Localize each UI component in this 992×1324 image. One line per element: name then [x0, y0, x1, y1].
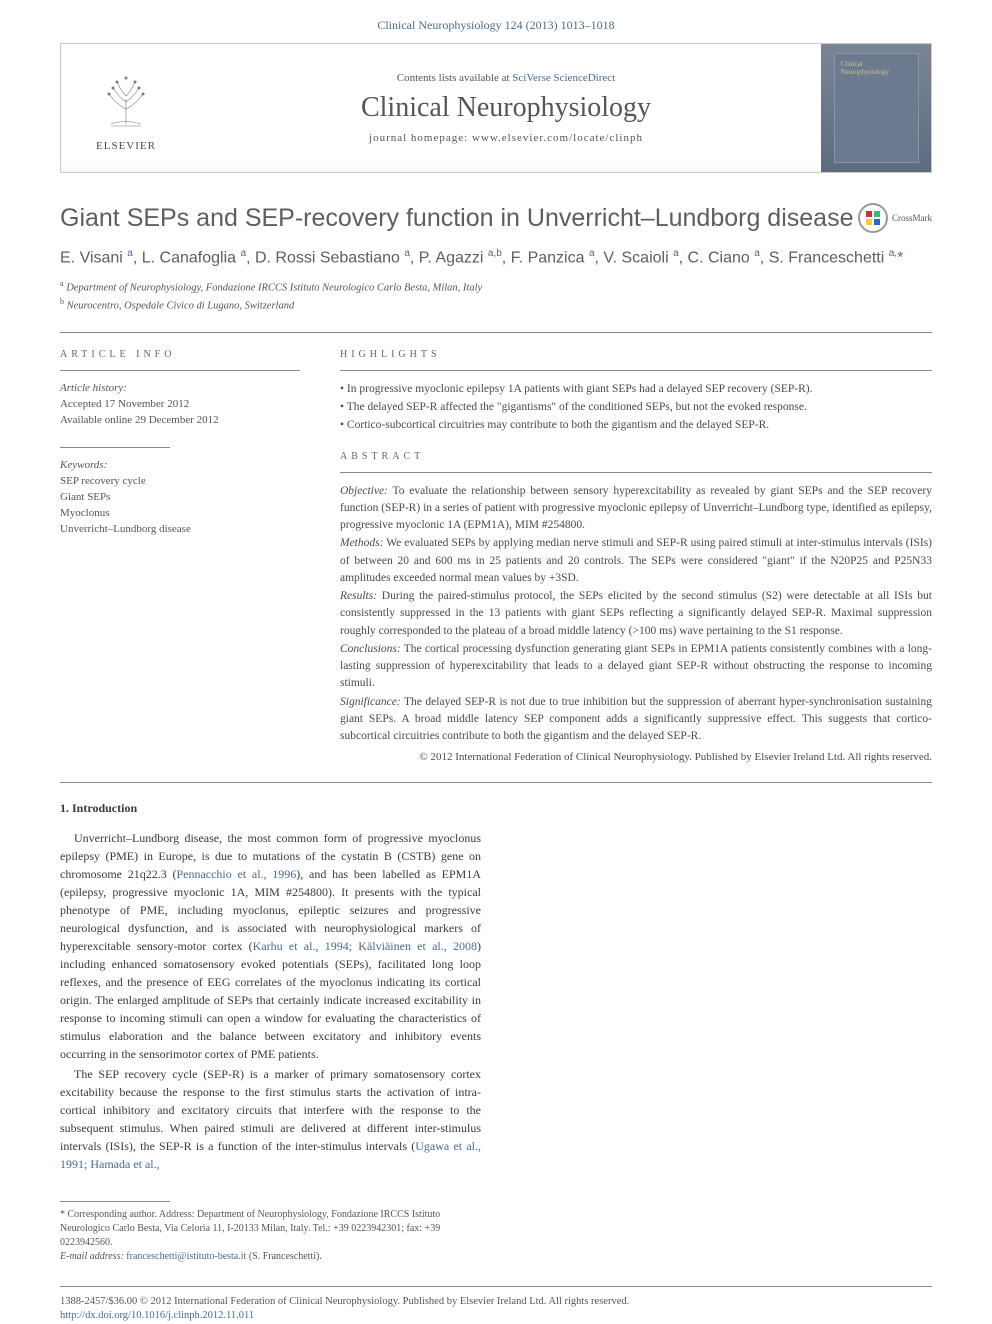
highlights-label: HIGHLIGHTS	[340, 349, 932, 360]
section-divider	[60, 782, 932, 783]
citation-text[interactable]: Clinical Neurophysiology 124 (2013) 1013…	[377, 18, 614, 32]
keyword-item: Giant SEPs	[60, 490, 300, 506]
results-label: Results:	[340, 590, 377, 602]
footer-issn: 1388-2457/$36.00 © 2012 International Fe…	[60, 1295, 932, 1310]
citation-link[interactable]: Pennacchio et al., 1996	[176, 867, 296, 881]
corr-label: * Corresponding author.	[60, 1209, 159, 1220]
doi-link[interactable]: http://dx.doi.org/10.1016/j.clinph.2012.…	[60, 1310, 254, 1321]
journal-homepage: journal homepage: www.elsevier.com/locat…	[369, 132, 643, 144]
crossmark-label: CrossMark	[892, 213, 932, 223]
conclusions-label: Conclusions:	[340, 643, 401, 655]
homepage-url[interactable]: www.elsevier.com/locate/clinph	[472, 132, 643, 144]
abstract-body: Objective: To evaluate the relationship …	[340, 483, 932, 766]
contents-prefix: Contents lists available at	[397, 72, 512, 84]
email-link[interactable]: franceschetti@istituto-besta.it	[126, 1251, 246, 1262]
publisher-logo-panel: ELSEVIER	[61, 44, 191, 172]
methods-text: We evaluated SEPs by applying median ner…	[340, 537, 932, 584]
section-divider	[60, 332, 932, 333]
intro-paragraph: The SEP recovery cycle (SEP-R) is a mark…	[60, 1065, 481, 1173]
footnotes: * Corresponding author. Address: Departm…	[60, 1208, 481, 1264]
journal-box: ELSEVIER Contents lists available at Sci…	[60, 43, 932, 173]
significance-text: The delayed SEP-R is not due to true inh…	[340, 696, 932, 743]
highlights-abstract-column: HIGHLIGHTS In progressive myoclonic epil…	[340, 349, 932, 766]
highlights-list: In progressive myoclonic epilepsy 1A pat…	[340, 381, 932, 434]
article-info-column: ARTICLE INFO Article history: Accepted 1…	[60, 349, 300, 766]
authors-line: E. Visani a, L. Canafoglia a, D. Rossi S…	[60, 247, 932, 270]
abstract-label: ABSTRACT	[340, 451, 932, 462]
keyword-item: Myoclonus	[60, 506, 300, 522]
abstract-divider	[340, 472, 932, 473]
significance-label: Significance:	[340, 696, 401, 708]
contents-available: Contents lists available at SciVerse Sci…	[397, 72, 615, 84]
introduction-section: 1. Introduction Unverricht–Lundborg dise…	[60, 799, 932, 1264]
objective-label: Objective:	[340, 485, 388, 497]
article-info-label: ARTICLE INFO	[60, 349, 300, 360]
footnote-rule	[60, 1201, 170, 1202]
cover-thumb-text: ClinicalNeurophysiology	[841, 60, 912, 77]
page-header-citation: Clinical Neurophysiology 124 (2013) 1013…	[0, 0, 992, 43]
journal-name: Clinical Neurophysiology	[361, 92, 651, 124]
email-line: E-mail address: franceschetti@istituto-b…	[60, 1250, 481, 1264]
homepage-prefix: journal homepage:	[369, 132, 472, 144]
highlights-divider	[340, 370, 932, 371]
elsevier-tree-icon	[91, 64, 161, 134]
conclusions-text: The cortical processing dysfunction gene…	[340, 643, 932, 690]
keywords-label: Keywords:	[60, 458, 300, 474]
article-history: Article history: Accepted 17 November 20…	[60, 381, 300, 429]
methods-label: Methods:	[340, 537, 383, 549]
highlight-item: The delayed SEP-R affected the "gigantis…	[340, 399, 932, 417]
keywords-divider	[60, 447, 170, 448]
email-owner: (S. Franceschetti).	[246, 1251, 322, 1262]
affiliations: a Department of Neurophysiology, Fondazi…	[60, 278, 932, 314]
email-label: E-mail address:	[60, 1251, 126, 1262]
crossmark-icon	[858, 203, 888, 233]
results-text: During the paired-stimulus protocol, the…	[340, 590, 932, 637]
intro-text: ) including enhanced somatosensory evoke…	[60, 939, 481, 1061]
citation-link[interactable]: Karhu et al., 1994; Kälviäinen et al., 2…	[253, 939, 477, 953]
journal-cover-thumb: ClinicalNeurophysiology	[834, 53, 919, 163]
highlight-item: Cortico-subcortical circuitries may cont…	[340, 417, 932, 435]
history-label: Article history:	[60, 381, 300, 397]
intro-paragraph: Unverricht–Lundborg disease, the most co…	[60, 829, 481, 1063]
sciencedirect-link[interactable]: SciVerse ScienceDirect	[512, 72, 615, 84]
info-divider	[60, 370, 300, 371]
keyword-item: Unverricht–Lundborg disease	[60, 522, 300, 538]
corresponding-author: * Corresponding author. Address: Departm…	[60, 1208, 481, 1250]
intro-heading: 1. Introduction	[60, 799, 481, 817]
crossmark-badge[interactable]: CrossMark	[858, 203, 932, 233]
journal-cover-panel: ClinicalNeurophysiology	[821, 44, 931, 172]
page-footer: 1388-2457/$36.00 © 2012 International Fe…	[60, 1286, 932, 1324]
history-accepted: Accepted 17 November 2012	[60, 397, 300, 413]
abstract-copyright: © 2012 International Federation of Clini…	[340, 749, 932, 766]
article-title: Giant SEPs and SEP-recovery function in …	[60, 204, 858, 233]
keywords-block: Keywords: SEP recovery cycle Giant SEPs …	[60, 458, 300, 538]
article-title-row: Giant SEPs and SEP-recovery function in …	[60, 203, 932, 233]
meta-section: ARTICLE INFO Article history: Accepted 1…	[60, 349, 932, 766]
publisher-name: ELSEVIER	[96, 140, 156, 152]
keyword-item: SEP recovery cycle	[60, 474, 300, 490]
journal-center-panel: Contents lists available at SciVerse Sci…	[191, 44, 821, 172]
highlight-item: In progressive myoclonic epilepsy 1A pat…	[340, 381, 932, 399]
history-online: Available online 29 December 2012	[60, 413, 300, 429]
objective-text: To evaluate the relationship between sen…	[340, 485, 932, 532]
